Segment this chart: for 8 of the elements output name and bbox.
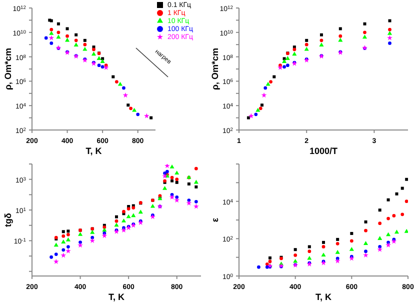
y-axis-title: ε <box>210 217 220 222</box>
x-axis-title: T, K <box>86 146 102 156</box>
y-axis-title: tgδ <box>3 212 14 227</box>
x-axis-title: T, K <box>315 292 332 302</box>
y-axis-title: ρ, Om*cm <box>210 48 220 90</box>
x-axis-title: 1000/T <box>309 146 338 156</box>
y-axis-title: ρ, Om*cm <box>3 48 14 90</box>
x-axis-title: T, K <box>108 292 125 302</box>
